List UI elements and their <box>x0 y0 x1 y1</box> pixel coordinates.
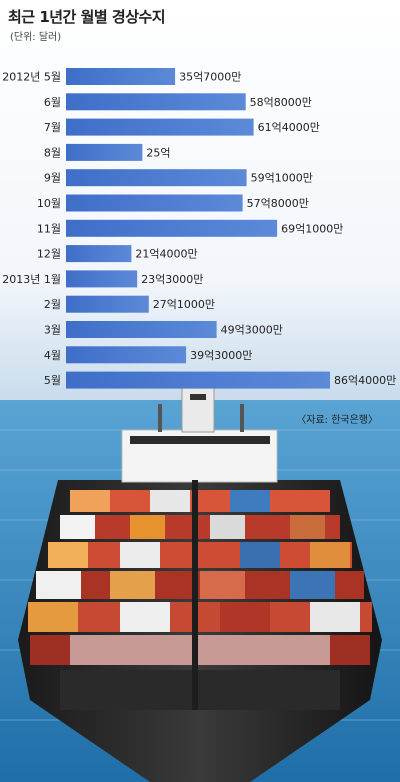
value-label: 35억7000만 <box>179 71 241 84</box>
value-label: 61억4000만 <box>258 121 320 134</box>
value-label: 57억8000만 <box>247 197 309 210</box>
value-label: 23억3000만 <box>141 273 203 286</box>
source-label: 〈자료: 한국은행〉 <box>296 415 378 426</box>
container-ship <box>18 387 382 782</box>
unit-label: (단위: 달러) <box>10 32 62 43</box>
bar <box>66 295 149 313</box>
category-label: 12월 <box>37 248 61 261</box>
category-label: 7월 <box>44 121 61 134</box>
category-label: 2012년 5월 <box>2 71 61 84</box>
bar <box>66 169 247 187</box>
category-label: 5월 <box>44 374 61 387</box>
value-label: 49억3000만 <box>221 324 283 337</box>
bar <box>66 143 143 161</box>
bar-chart: 2012년 5월 35억7000만 6월 58억8000만 7월 61억4000만 8월 25… <box>2 68 396 389</box>
ship-bow <box>60 670 340 710</box>
value-label: 21억4000만 <box>135 248 197 261</box>
bar <box>66 194 243 212</box>
bar <box>66 118 254 136</box>
category-label: 4월 <box>44 349 61 362</box>
category-label: 6월 <box>44 96 61 109</box>
ship-bridge-windows <box>130 436 270 444</box>
container-stacks <box>28 490 372 665</box>
bar <box>66 371 330 389</box>
category-label: 11월 <box>37 222 61 235</box>
bar <box>66 93 246 111</box>
bar <box>66 321 217 338</box>
category-label: 2월 <box>44 298 61 311</box>
bar <box>66 68 176 85</box>
category-label: 3월 <box>44 324 61 337</box>
category-label: 10월 <box>37 197 61 210</box>
chart-title: 최근 1년간 월별 경상수지 <box>8 8 166 26</box>
value-label: 25억 <box>146 146 170 159</box>
category-label: 2013년 1월 <box>2 273 61 286</box>
bar <box>66 270 138 288</box>
value-label: 69억1000만 <box>281 222 343 235</box>
bar <box>66 219 278 237</box>
category-label: 8월 <box>44 146 61 159</box>
bar <box>66 346 187 364</box>
value-label: 58억8000만 <box>250 96 312 109</box>
value-label: 27억1000만 <box>153 298 215 311</box>
value-label: 86억4000만 <box>334 374 396 387</box>
category-label: 9월 <box>44 172 61 185</box>
bar <box>66 245 132 263</box>
value-label: 59억1000만 <box>251 172 313 185</box>
value-label: 39억3000만 <box>190 349 252 362</box>
